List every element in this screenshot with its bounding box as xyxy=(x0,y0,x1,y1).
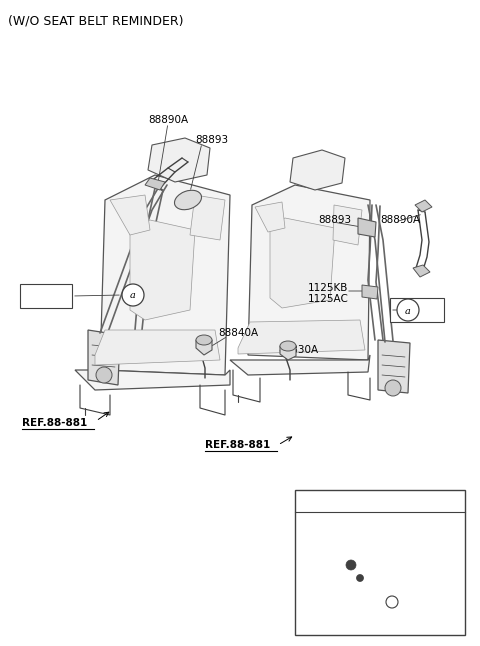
Polygon shape xyxy=(255,202,285,232)
Circle shape xyxy=(397,299,419,321)
Text: 1125AC: 1125AC xyxy=(308,294,349,304)
Ellipse shape xyxy=(196,335,212,345)
Text: 1125KB: 1125KB xyxy=(308,283,348,293)
Text: a: a xyxy=(405,306,411,315)
Polygon shape xyxy=(130,220,195,320)
Polygon shape xyxy=(230,355,370,375)
Text: 88830A: 88830A xyxy=(278,345,318,355)
Polygon shape xyxy=(362,285,378,299)
Circle shape xyxy=(357,574,363,581)
Text: a: a xyxy=(307,497,313,506)
Polygon shape xyxy=(145,178,165,190)
Polygon shape xyxy=(333,205,362,245)
Polygon shape xyxy=(290,150,345,190)
Text: 88840A: 88840A xyxy=(218,328,258,338)
Bar xyxy=(295,490,465,635)
Polygon shape xyxy=(110,195,150,235)
Polygon shape xyxy=(95,330,220,365)
Circle shape xyxy=(386,596,398,608)
Polygon shape xyxy=(196,340,212,355)
Text: (W/O SEAT BELT REMINDER): (W/O SEAT BELT REMINDER) xyxy=(8,14,183,27)
Polygon shape xyxy=(88,330,120,385)
Text: 88810C: 88810C xyxy=(392,303,432,313)
Text: REF.88-881: REF.88-881 xyxy=(205,440,270,450)
Text: 88878: 88878 xyxy=(325,520,358,530)
Polygon shape xyxy=(270,218,335,308)
Text: REF.88-881: REF.88-881 xyxy=(22,418,87,428)
Text: 88893: 88893 xyxy=(195,135,228,145)
Text: 88890A: 88890A xyxy=(148,115,188,125)
Polygon shape xyxy=(378,340,410,393)
Circle shape xyxy=(122,284,144,306)
Polygon shape xyxy=(415,200,432,212)
Text: 88890A: 88890A xyxy=(380,215,420,225)
Text: 88893: 88893 xyxy=(318,215,351,225)
Bar xyxy=(390,298,444,322)
Polygon shape xyxy=(100,175,230,375)
Bar xyxy=(20,284,72,308)
Polygon shape xyxy=(280,346,296,360)
Circle shape xyxy=(385,380,401,396)
Text: 88820C: 88820C xyxy=(22,289,62,299)
Polygon shape xyxy=(413,265,430,277)
Polygon shape xyxy=(75,370,230,390)
Circle shape xyxy=(346,560,356,570)
Polygon shape xyxy=(238,320,365,354)
Ellipse shape xyxy=(280,341,296,351)
Circle shape xyxy=(96,367,112,383)
Polygon shape xyxy=(248,185,370,360)
Circle shape xyxy=(301,492,319,510)
Text: a: a xyxy=(130,291,136,300)
Polygon shape xyxy=(358,218,376,237)
Polygon shape xyxy=(190,195,225,240)
Ellipse shape xyxy=(175,191,202,210)
Polygon shape xyxy=(148,138,210,182)
Text: 88877: 88877 xyxy=(377,585,410,595)
